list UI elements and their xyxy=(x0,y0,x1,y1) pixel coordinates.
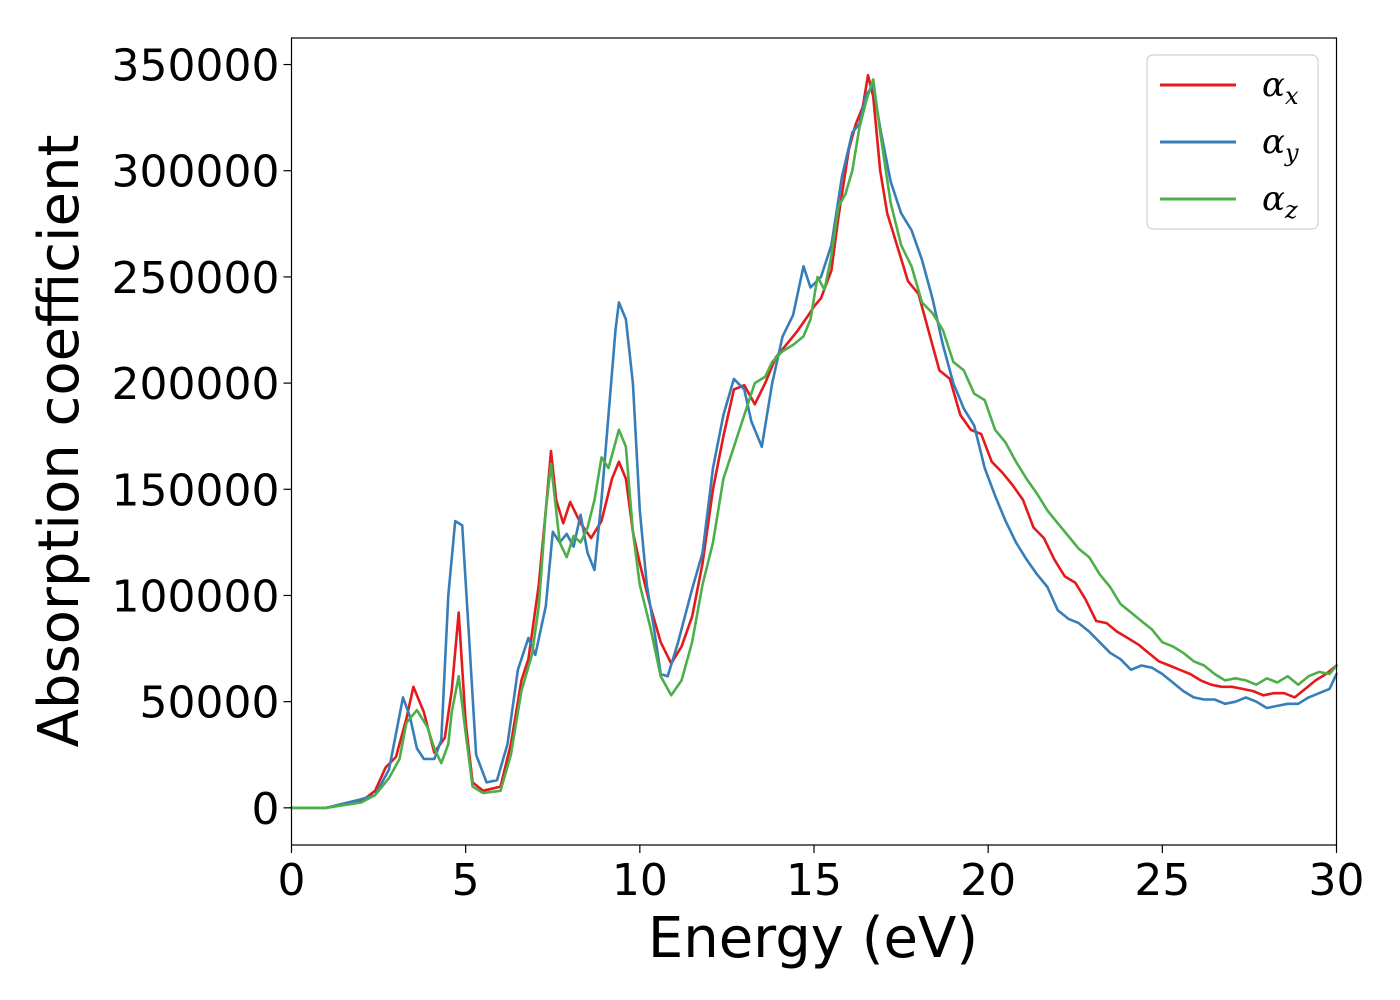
y-tick-label: 300000 xyxy=(112,147,280,198)
x-tick-label: 0 xyxy=(278,855,306,906)
y-tick-label: 100000 xyxy=(112,571,280,622)
x-tick-label: 10 xyxy=(612,855,668,906)
series-lines xyxy=(290,73,1338,810)
legend-label-y: αy xyxy=(1262,122,1299,167)
y-tick-label: 250000 xyxy=(112,253,280,304)
series-line-z xyxy=(290,78,1338,810)
x-tick-label: 30 xyxy=(1309,855,1365,906)
y-tick-label: 350000 xyxy=(112,41,280,92)
series-line-y xyxy=(290,84,1338,810)
x-tick-label: 15 xyxy=(786,855,842,906)
x-axis-label: Energy (eV) xyxy=(648,906,978,971)
y-tick-label: 50000 xyxy=(140,678,280,729)
x-tick-label: 25 xyxy=(1134,855,1190,906)
y-axis-label: Absorption coefficient xyxy=(27,135,92,748)
x-tick-label: 5 xyxy=(452,855,480,906)
y-tick-label: 150000 xyxy=(112,465,280,516)
y-axis-ticks: 0 50000 100000 150000 200000 250000 300000 3500… xyxy=(112,41,292,835)
x-axis-ticks: 0 5 10 15 20 25 30 xyxy=(278,845,1365,906)
x-tick-label: 20 xyxy=(960,855,1016,906)
y-tick-label: 200000 xyxy=(112,359,280,410)
y-tick-label: 0 xyxy=(252,784,280,835)
